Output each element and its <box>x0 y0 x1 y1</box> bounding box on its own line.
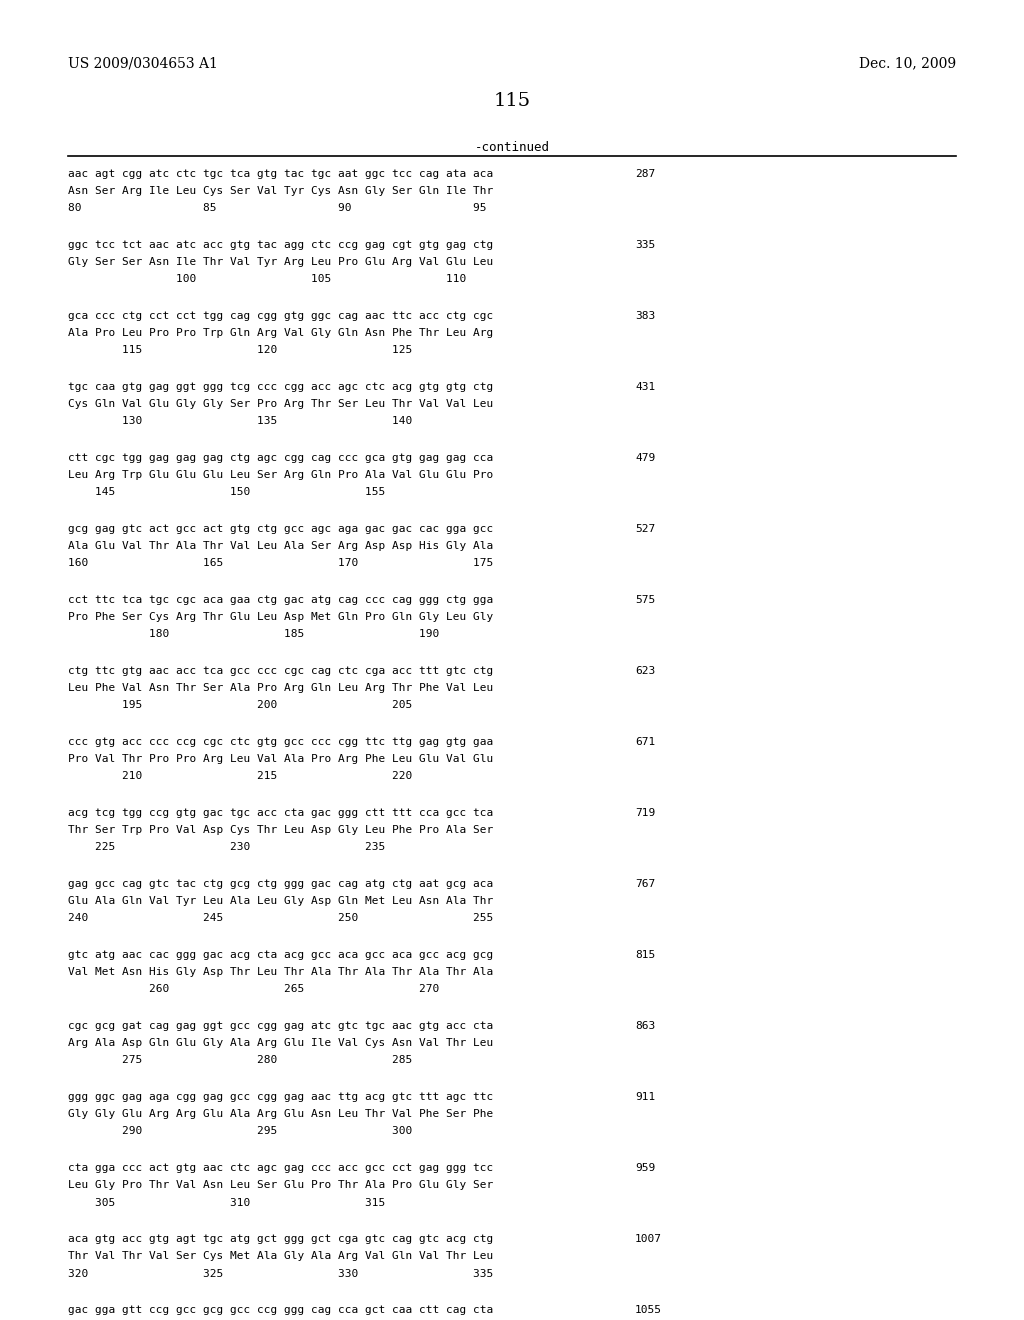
Text: Leu Phe Val Asn Thr Ser Ala Pro Arg Gln Leu Arg Thr Phe Val Leu: Leu Phe Val Asn Thr Ser Ala Pro Arg Gln … <box>68 684 494 693</box>
Text: gac gga gtt ccg gcc gcg gcc ccg ggg cag cca gct caa ctt cag cta: gac gga gtt ccg gcc gcg gcc ccg ggg cag … <box>68 1305 494 1315</box>
Text: 287: 287 <box>635 169 655 180</box>
Text: 719: 719 <box>635 808 655 818</box>
Text: tgc caa gtg gag ggt ggg tcg ccc cgg acc agc ctc acg gtg gtg ctg: tgc caa gtg gag ggt ggg tcg ccc cgg acc … <box>68 381 494 392</box>
Text: 225                 230                 235: 225 230 235 <box>68 842 385 853</box>
Text: 1055: 1055 <box>635 1305 662 1315</box>
Text: ctg ttc gtg aac acc tca gcc ccc cgc cag ctc cga acc ttt gtc ctg: ctg ttc gtg aac acc tca gcc ccc cgc cag … <box>68 667 494 676</box>
Text: Dec. 10, 2009: Dec. 10, 2009 <box>859 57 956 71</box>
Text: 160                 165                 170                 175: 160 165 170 175 <box>68 558 494 569</box>
Text: Ala Glu Val Thr Ala Thr Val Leu Ala Ser Arg Asp Asp His Gly Ala: Ala Glu Val Thr Ala Thr Val Leu Ala Ser … <box>68 541 494 552</box>
Text: 671: 671 <box>635 737 655 747</box>
Text: 240                 245                 250                 255: 240 245 250 255 <box>68 913 494 924</box>
Text: 959: 959 <box>635 1163 655 1173</box>
Text: gcg gag gtc act gcc act gtg ctg gcc agc aga gac gac cac gga gcc: gcg gag gtc act gcc act gtg ctg gcc agc … <box>68 524 494 535</box>
Text: aca gtg acc gtg agt tgc atg gct ggg gct cga gtc cag gtc acg ctg: aca gtg acc gtg agt tgc atg gct ggg gct … <box>68 1234 494 1245</box>
Text: 145                 150                 155: 145 150 155 <box>68 487 385 498</box>
Text: ggg ggc gag aga cgg gag gcc cgg gag aac ttg acg gtc ttt agc ttc: ggg ggc gag aga cgg gag gcc cgg gag aac … <box>68 1092 494 1102</box>
Text: Pro Phe Ser Cys Arg Thr Glu Leu Asp Met Gln Pro Gln Gly Leu Gly: Pro Phe Ser Cys Arg Thr Glu Leu Asp Met … <box>68 612 494 622</box>
Text: Ala Pro Leu Pro Pro Trp Gln Arg Val Gly Gln Asn Phe Thr Leu Arg: Ala Pro Leu Pro Pro Trp Gln Arg Val Gly … <box>68 329 494 338</box>
Text: 80                  85                  90                  95: 80 85 90 95 <box>68 203 486 214</box>
Text: 863: 863 <box>635 1022 655 1031</box>
Text: 275                 280                 285: 275 280 285 <box>68 1056 413 1065</box>
Text: cct ttc tca tgc cgc aca gaa ctg gac atg cag ccc cag ggg ctg gga: cct ttc tca tgc cgc aca gaa ctg gac atg … <box>68 595 494 605</box>
Text: 195                 200                 205: 195 200 205 <box>68 701 413 710</box>
Text: 431: 431 <box>635 381 655 392</box>
Text: 815: 815 <box>635 950 655 960</box>
Text: 527: 527 <box>635 524 655 535</box>
Text: Thr Val Thr Val Ser Cys Met Ala Gly Ala Arg Val Gln Val Thr Leu: Thr Val Thr Val Ser Cys Met Ala Gly Ala … <box>68 1251 494 1262</box>
Text: Leu Arg Trp Glu Glu Glu Leu Ser Arg Gln Pro Ala Val Glu Glu Pro: Leu Arg Trp Glu Glu Glu Leu Ser Arg Gln … <box>68 470 494 480</box>
Text: 290                 295                 300: 290 295 300 <box>68 1126 413 1137</box>
Text: 305                 310                 315: 305 310 315 <box>68 1197 385 1208</box>
Text: 100                 105                 110: 100 105 110 <box>68 275 466 284</box>
Text: 335: 335 <box>635 240 655 249</box>
Text: acg tcg tgg ccg gtg gac tgc acc cta gac ggg ctt ttt cca gcc tca: acg tcg tgg ccg gtg gac tgc acc cta gac … <box>68 808 494 818</box>
Text: ggc tcc tct aac atc acc gtg tac agg ctc ccg gag cgt gtg gag ctg: ggc tcc tct aac atc acc gtg tac agg ctc … <box>68 240 494 249</box>
Text: 767: 767 <box>635 879 655 890</box>
Text: Glu Ala Gln Val Tyr Leu Ala Leu Gly Asp Gln Met Leu Asn Ala Thr: Glu Ala Gln Val Tyr Leu Ala Leu Gly Asp … <box>68 896 494 907</box>
Text: 623: 623 <box>635 667 655 676</box>
Text: aac agt cgg atc ctc tgc tca gtg tac tgc aat ggc tcc cag ata aca: aac agt cgg atc ctc tgc tca gtg tac tgc … <box>68 169 494 180</box>
Text: -continued: -continued <box>474 141 550 154</box>
Text: 130                 135                 140: 130 135 140 <box>68 416 413 426</box>
Text: ctt cgc tgg gag gag gag ctg agc cgg cag ccc gca gtg gag gag cca: ctt cgc tgg gag gag gag ctg agc cgg cag … <box>68 453 494 463</box>
Text: Cys Gln Val Glu Gly Gly Ser Pro Arg Thr Ser Leu Thr Val Val Leu: Cys Gln Val Glu Gly Gly Ser Pro Arg Thr … <box>68 399 494 409</box>
Text: 1007: 1007 <box>635 1234 662 1245</box>
Text: Thr Ser Trp Pro Val Asp Cys Thr Leu Asp Gly Leu Phe Pro Ala Ser: Thr Ser Trp Pro Val Asp Cys Thr Leu Asp … <box>68 825 494 836</box>
Text: Leu Gly Pro Thr Val Asn Leu Ser Glu Pro Thr Ala Pro Glu Gly Ser: Leu Gly Pro Thr Val Asn Leu Ser Glu Pro … <box>68 1180 494 1191</box>
Text: 575: 575 <box>635 595 655 605</box>
Text: Pro Val Thr Pro Pro Arg Leu Val Ala Pro Arg Phe Leu Glu Val Glu: Pro Val Thr Pro Pro Arg Leu Val Ala Pro … <box>68 754 494 764</box>
Text: cgc gcg gat cag gag ggt gcc cgg gag atc gtc tgc aac gtg acc cta: cgc gcg gat cag gag ggt gcc cgg gag atc … <box>68 1022 494 1031</box>
Text: cta gga ccc act gtg aac ctc agc gag ccc acc gcc cct gag ggg tcc: cta gga ccc act gtg aac ctc agc gag ccc … <box>68 1163 494 1173</box>
Text: 115                 120                 125: 115 120 125 <box>68 346 413 355</box>
Text: 479: 479 <box>635 453 655 463</box>
Text: Gly Ser Ser Asn Ile Thr Val Tyr Arg Leu Pro Glu Arg Val Glu Leu: Gly Ser Ser Asn Ile Thr Val Tyr Arg Leu … <box>68 257 494 267</box>
Text: 260                 265                 270: 260 265 270 <box>68 985 439 994</box>
Text: Arg Ala Asp Gln Glu Gly Ala Arg Glu Ile Val Cys Asn Val Thr Leu: Arg Ala Asp Gln Glu Gly Ala Arg Glu Ile … <box>68 1039 494 1048</box>
Text: gca ccc ctg cct cct tgg cag cgg gtg ggc cag aac ttc acc ctg cgc: gca ccc ctg cct cct tgg cag cgg gtg ggc … <box>68 312 494 321</box>
Text: 180                 185                 190: 180 185 190 <box>68 630 439 639</box>
Text: Asn Ser Arg Ile Leu Cys Ser Val Tyr Cys Asn Gly Ser Gln Ile Thr: Asn Ser Arg Ile Leu Cys Ser Val Tyr Cys … <box>68 186 494 197</box>
Text: gag gcc cag gtc tac ctg gcg ctg ggg gac cag atg ctg aat gcg aca: gag gcc cag gtc tac ctg gcg ctg ggg gac … <box>68 879 494 890</box>
Text: Gly Gly Glu Arg Arg Glu Ala Arg Glu Asn Leu Thr Val Phe Ser Phe: Gly Gly Glu Arg Arg Glu Ala Arg Glu Asn … <box>68 1109 494 1119</box>
Text: 320                 325                 330                 335: 320 325 330 335 <box>68 1269 494 1279</box>
Text: 115: 115 <box>494 92 530 111</box>
Text: gtc atg aac cac ggg gac acg cta acg gcc aca gcc aca gcc acg gcg: gtc atg aac cac ggg gac acg cta acg gcc … <box>68 950 494 960</box>
Text: 383: 383 <box>635 312 655 321</box>
Text: 210                 215                 220: 210 215 220 <box>68 771 413 781</box>
Text: Val Met Asn His Gly Asp Thr Leu Thr Ala Thr Ala Thr Ala Thr Ala: Val Met Asn His Gly Asp Thr Leu Thr Ala … <box>68 968 494 977</box>
Text: US 2009/0304653 A1: US 2009/0304653 A1 <box>68 57 218 71</box>
Text: 911: 911 <box>635 1092 655 1102</box>
Text: ccc gtg acc ccc ccg cgc ctc gtg gcc ccc cgg ttc ttg gag gtg gaa: ccc gtg acc ccc ccg cgc ctc gtg gcc ccc … <box>68 737 494 747</box>
